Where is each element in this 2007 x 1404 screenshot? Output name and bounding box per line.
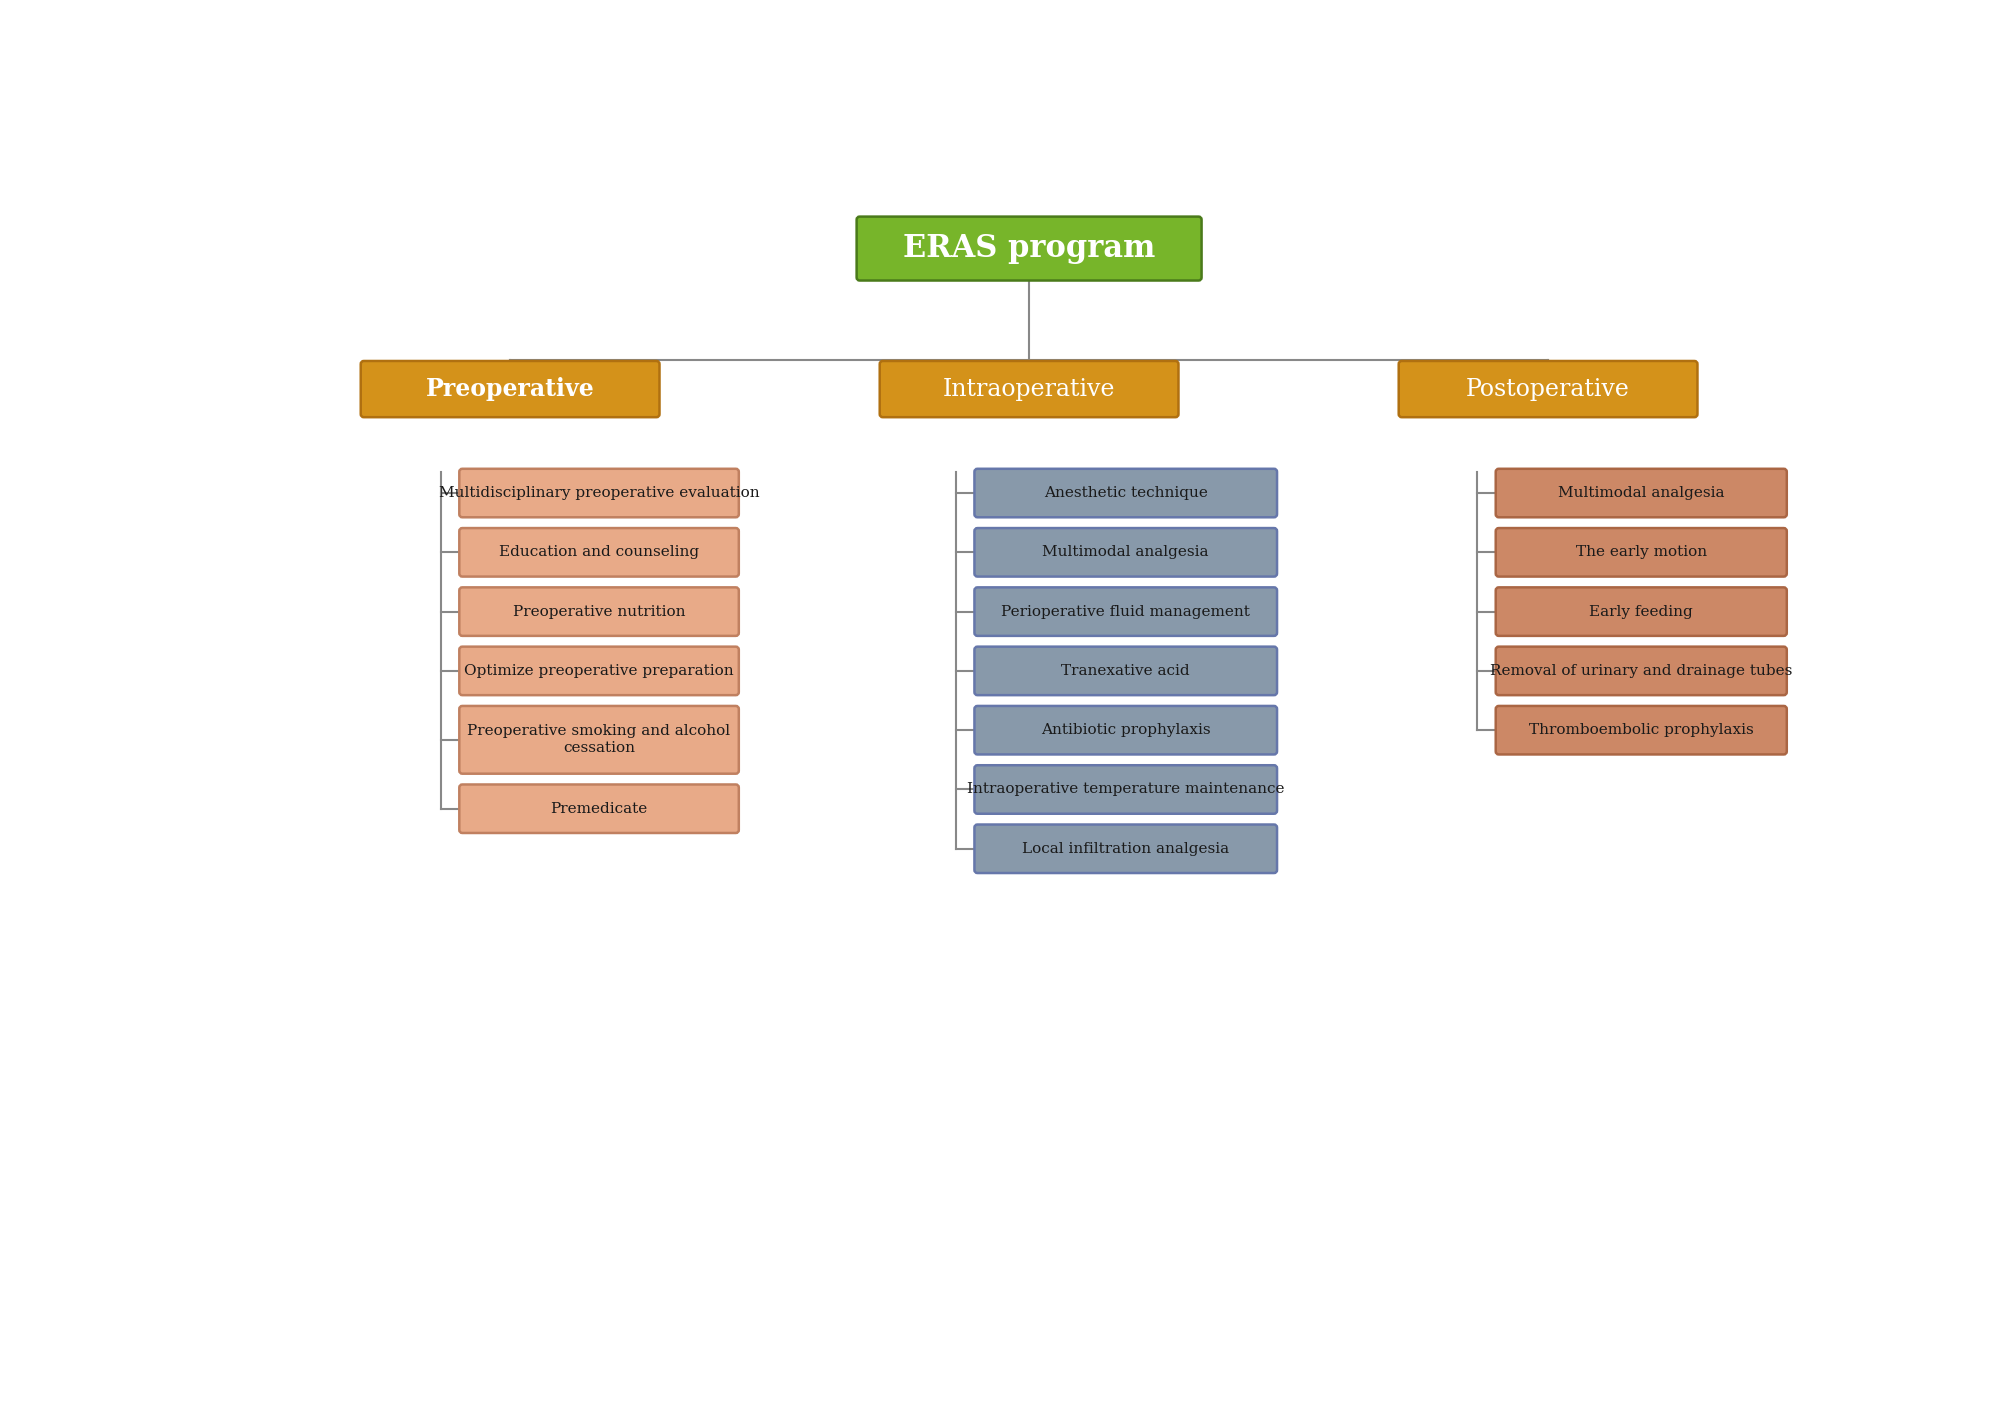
- FancyBboxPatch shape: [361, 361, 658, 417]
- Text: Removal of urinary and drainage tubes: Removal of urinary and drainage tubes: [1489, 664, 1792, 678]
- Text: Postoperative: Postoperative: [1465, 378, 1630, 400]
- Text: Optimize preoperative preparation: Optimize preoperative preparation: [464, 664, 733, 678]
- FancyBboxPatch shape: [460, 469, 739, 517]
- FancyBboxPatch shape: [973, 824, 1276, 873]
- FancyBboxPatch shape: [460, 587, 739, 636]
- FancyBboxPatch shape: [1495, 469, 1786, 517]
- Text: Perioperative fluid management: Perioperative fluid management: [1001, 605, 1250, 619]
- FancyBboxPatch shape: [1399, 361, 1696, 417]
- Text: Thromboembolic prophylaxis: Thromboembolic prophylaxis: [1527, 723, 1752, 737]
- Text: Intraoperative temperature maintenance: Intraoperative temperature maintenance: [967, 782, 1284, 796]
- FancyBboxPatch shape: [973, 647, 1276, 695]
- Text: Anesthetic technique: Anesthetic technique: [1044, 486, 1206, 500]
- FancyBboxPatch shape: [973, 528, 1276, 577]
- FancyBboxPatch shape: [973, 587, 1276, 636]
- FancyBboxPatch shape: [1495, 706, 1786, 754]
- Text: Education and counseling: Education and counseling: [500, 545, 698, 559]
- FancyBboxPatch shape: [973, 706, 1276, 754]
- Text: Multimodal analgesia: Multimodal analgesia: [1042, 545, 1208, 559]
- FancyBboxPatch shape: [973, 469, 1276, 517]
- FancyBboxPatch shape: [460, 706, 739, 774]
- Text: Multimodal analgesia: Multimodal analgesia: [1557, 486, 1724, 500]
- FancyBboxPatch shape: [460, 647, 739, 695]
- Text: ERAS program: ERAS program: [903, 233, 1154, 264]
- FancyBboxPatch shape: [1495, 647, 1786, 695]
- Text: Preoperative: Preoperative: [425, 378, 594, 402]
- Text: Local infiltration analgesia: Local infiltration analgesia: [1022, 842, 1228, 856]
- Text: Multidisciplinary preoperative evaluation: Multidisciplinary preoperative evaluatio…: [438, 486, 759, 500]
- FancyBboxPatch shape: [857, 216, 1200, 281]
- Text: Antibiotic prophylaxis: Antibiotic prophylaxis: [1040, 723, 1210, 737]
- Text: Premedicate: Premedicate: [550, 802, 648, 816]
- Text: Intraoperative: Intraoperative: [943, 378, 1114, 400]
- FancyBboxPatch shape: [879, 361, 1178, 417]
- Text: Preoperative nutrition: Preoperative nutrition: [512, 605, 684, 619]
- FancyBboxPatch shape: [973, 765, 1276, 814]
- Text: Tranexative acid: Tranexative acid: [1062, 664, 1190, 678]
- Text: Early feeding: Early feeding: [1590, 605, 1692, 619]
- Text: Preoperative smoking and alcohol
cessation: Preoperative smoking and alcohol cessati…: [468, 724, 731, 755]
- FancyBboxPatch shape: [1495, 528, 1786, 577]
- FancyBboxPatch shape: [460, 785, 739, 833]
- FancyBboxPatch shape: [1495, 587, 1786, 636]
- FancyBboxPatch shape: [460, 528, 739, 577]
- Text: The early motion: The early motion: [1575, 545, 1706, 559]
